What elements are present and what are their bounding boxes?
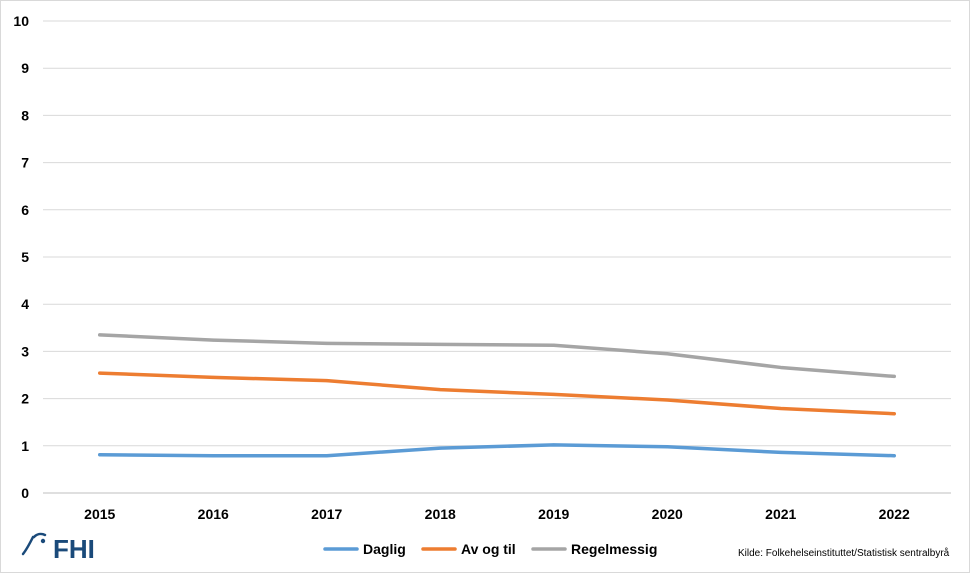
- data-point: [211, 375, 215, 379]
- data-point: [211, 338, 215, 342]
- data-point: [325, 341, 329, 345]
- data-point: [779, 407, 783, 411]
- data-point: [665, 398, 669, 402]
- data-point: [98, 371, 102, 375]
- y-tick-label: 6: [21, 202, 29, 218]
- x-tick-label: 2016: [198, 506, 229, 522]
- data-point: [892, 412, 896, 416]
- series-lines: [98, 333, 896, 458]
- data-point: [98, 453, 102, 457]
- y-tick-label: 3: [21, 343, 29, 359]
- x-tick-label: 2015: [84, 506, 115, 522]
- legend-label: Daglig: [363, 541, 406, 557]
- data-point: [211, 454, 215, 458]
- data-point: [552, 343, 556, 347]
- y-tick-label: 7: [21, 155, 29, 171]
- y-tick-label: 1: [21, 438, 29, 454]
- x-tick-label: 2017: [311, 506, 342, 522]
- fhi-logo-text: FHI: [53, 534, 95, 564]
- y-tick-label: 8: [21, 107, 29, 123]
- x-tick-label: 2020: [652, 506, 683, 522]
- data-point: [779, 365, 783, 369]
- y-tick-label: 0: [21, 485, 29, 501]
- gridlines: [43, 20, 951, 494]
- data-point: [892, 454, 896, 458]
- data-point: [438, 446, 442, 450]
- data-point: [98, 333, 102, 337]
- legend-label: Regelmessig: [571, 541, 657, 557]
- x-axis-ticks: 2015 2016 2017 2018 2019 2020 2021 2022: [84, 506, 910, 522]
- data-point: [552, 392, 556, 396]
- series-line-daglig: [98, 443, 896, 458]
- legend-label: Av og til: [461, 541, 516, 557]
- data-point: [779, 450, 783, 454]
- data-point: [438, 388, 442, 392]
- data-point: [325, 454, 329, 458]
- y-axis-ticks: 0 1 2 3 4 5 6 7 8 9 10: [13, 13, 29, 501]
- source-note: Kilde: Folkehelseinstituttet/Statistisk …: [738, 547, 950, 559]
- series-line-av-og-til: [98, 371, 896, 416]
- x-tick-label: 2018: [425, 506, 456, 522]
- y-tick-label: 10: [13, 13, 29, 29]
- data-point: [665, 352, 669, 356]
- x-tick-label: 2021: [765, 506, 796, 522]
- fhi-logo-icon: [21, 532, 47, 556]
- data-point: [325, 379, 329, 383]
- x-tick-label: 2019: [538, 506, 569, 522]
- x-tick-label: 2022: [879, 506, 910, 522]
- y-tick-label: 2: [21, 391, 29, 407]
- y-tick-label: 9: [21, 60, 29, 76]
- legend: Daglig Av og til Regelmessig: [323, 541, 657, 557]
- data-point: [665, 445, 669, 449]
- series-line-regelmessig: [98, 333, 896, 379]
- y-tick-label: 4: [21, 296, 29, 312]
- data-point: [438, 342, 442, 346]
- fhi-logo: FHI: [21, 532, 95, 564]
- y-tick-label: 5: [21, 249, 29, 265]
- data-point: [552, 443, 556, 447]
- data-point: [892, 374, 896, 378]
